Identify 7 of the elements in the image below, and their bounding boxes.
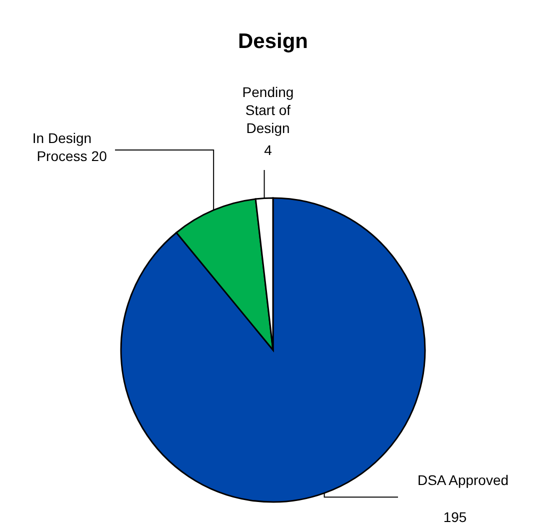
data-label: 4 bbox=[264, 142, 272, 158]
slice-label: Pending Start of Design bbox=[242, 84, 294, 136]
data-label: 195 bbox=[443, 509, 467, 525]
data-label: 20 bbox=[91, 148, 108, 164]
slice-label: In Design Process bbox=[32, 130, 92, 164]
slice-label: DSA Approved bbox=[417, 472, 509, 488]
chart-title: Design bbox=[238, 30, 308, 53]
